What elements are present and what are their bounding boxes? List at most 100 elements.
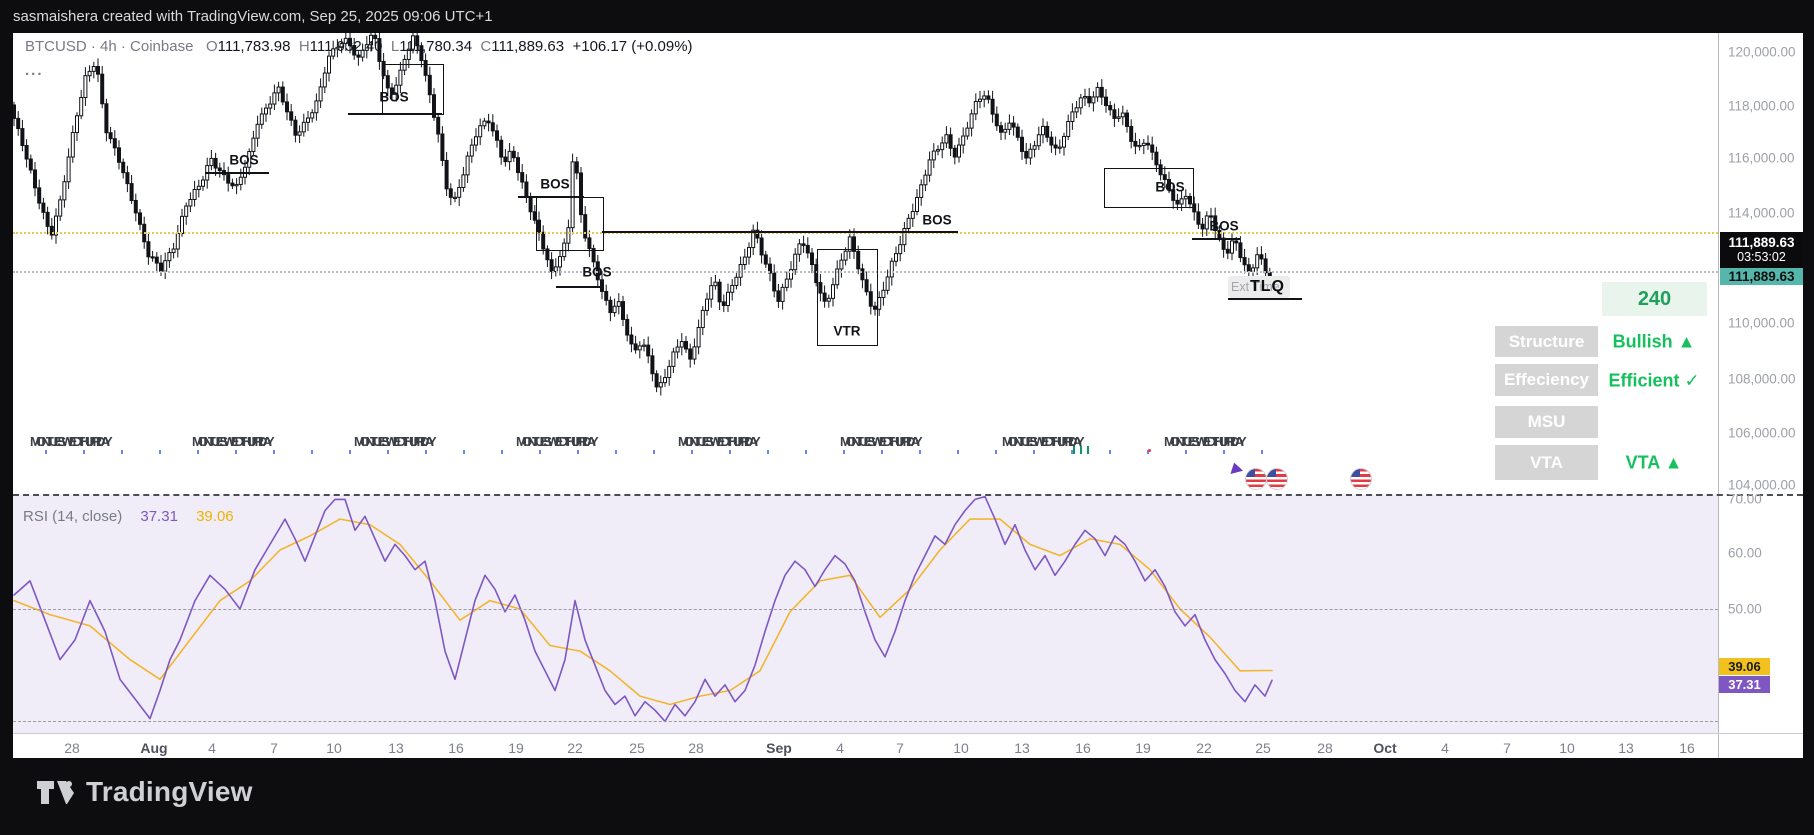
candle-body — [1175, 199, 1180, 205]
time-axis-label[interactable]: 28 — [64, 740, 80, 756]
us-flag-icon — [1266, 468, 1288, 490]
time-axis-label[interactable]: 16 — [1075, 740, 1091, 756]
bos-label: BOS — [540, 176, 570, 192]
candle-body — [650, 355, 655, 375]
candle-body — [948, 134, 953, 149]
candle-body — [1099, 86, 1104, 98]
candle-body — [482, 120, 487, 127]
time-axis-label[interactable]: 19 — [508, 740, 524, 756]
candle-body — [154, 256, 159, 264]
candle-body — [881, 289, 886, 298]
candle-body — [940, 142, 945, 151]
time-axis-label[interactable]: 10 — [326, 740, 342, 756]
tlq-tooltip-background — [1228, 276, 1290, 298]
time-axis-label[interactable]: 25 — [629, 740, 645, 756]
candle-body — [28, 158, 33, 171]
pane-divider-handle[interactable] — [13, 494, 1803, 496]
time-axis-label[interactable]: 22 — [567, 740, 583, 756]
rsi-value: 37.31 — [140, 508, 178, 525]
time-axis-label[interactable]: 22 — [1196, 740, 1212, 756]
symbol-legend[interactable]: BTCUSD · 4h · Coinbase O111,783.98 H111,… — [25, 38, 693, 55]
candle-body — [595, 261, 600, 281]
candle-body — [91, 66, 96, 72]
candle-body — [1137, 144, 1142, 148]
candle-body — [847, 236, 852, 252]
candle-body — [20, 128, 25, 147]
time-axis-label[interactable]: 28 — [688, 740, 704, 756]
candle-body — [45, 211, 50, 227]
tradingview-logo[interactable]: TradingView — [36, 776, 253, 808]
weekday-session-label: MONTUESWEDTHUFRIDAY — [192, 434, 275, 449]
time-axis-label[interactable]: 10 — [953, 740, 969, 756]
candle-body — [1183, 195, 1188, 200]
time-axis-label[interactable]: Sep — [766, 740, 792, 756]
candle-body — [238, 176, 243, 185]
rsi-legend[interactable]: RSI (14, close) 37.31 39.06 — [23, 508, 234, 525]
candle-body — [133, 199, 138, 214]
candle-body — [33, 169, 37, 189]
price-axis-label: 118,000.00 — [1728, 98, 1795, 114]
candle-body — [41, 202, 46, 213]
candle-body — [1116, 116, 1121, 119]
candle-body — [1179, 198, 1184, 205]
panel-row-label: MSU — [1495, 406, 1598, 438]
candle-body — [591, 248, 596, 263]
time-axis-label[interactable]: 16 — [1679, 740, 1695, 756]
session-tick — [83, 450, 85, 454]
candle-body — [511, 150, 516, 159]
session-tick — [121, 450, 123, 454]
candle-body — [780, 286, 785, 302]
candle-body — [213, 157, 218, 169]
candle-body — [436, 116, 441, 135]
time-axis-label[interactable]: 13 — [1014, 740, 1030, 756]
time-axis-label[interactable]: 25 — [1255, 740, 1271, 756]
candle-body — [306, 117, 310, 123]
session-tick — [691, 450, 693, 454]
price-axis-label: 108,000.00 — [1728, 371, 1796, 387]
candle-body — [352, 45, 357, 56]
time-axis-label[interactable]: 13 — [388, 740, 404, 756]
candle-body — [339, 43, 344, 48]
candle-body — [1049, 136, 1054, 146]
time-axis-label[interactable]: 19 — [1135, 740, 1151, 756]
time-axis-border — [13, 733, 1803, 734]
candle-body — [259, 113, 264, 125]
price-axis-label: 116,000.00 — [1728, 150, 1795, 166]
candle-body — [805, 244, 810, 254]
time-axis-label[interactable]: Oct — [1373, 740, 1397, 756]
time-axis-label[interactable]: 28 — [1317, 740, 1333, 756]
rsi-plot[interactable] — [13, 495, 1718, 733]
candle-body — [201, 179, 205, 187]
candle-body — [343, 37, 348, 45]
time-axis-label[interactable]: 7 — [1503, 740, 1511, 756]
session-tick-red — [1148, 449, 1151, 452]
session-tick — [767, 450, 769, 454]
session-tick — [273, 450, 275, 454]
candle-body — [453, 196, 457, 199]
time-axis-label[interactable]: 13 — [1618, 740, 1634, 756]
session-tick — [995, 450, 997, 454]
time-axis-label[interactable]: 7 — [896, 740, 904, 756]
candlestick-chart[interactable] — [13, 33, 1718, 495]
legend-more-icon[interactable]: ... — [25, 62, 44, 79]
candle-body — [1146, 142, 1150, 146]
key-level-line-yellow[interactable] — [13, 232, 1718, 234]
time-axis-label[interactable]: 4 — [836, 740, 844, 756]
candle-body — [524, 181, 529, 198]
candle-body — [83, 75, 88, 99]
time-axis-label[interactable]: 7 — [270, 740, 278, 756]
candle-body — [234, 183, 239, 187]
candle-body — [37, 187, 42, 204]
time-axis-label[interactable]: 4 — [1441, 740, 1449, 756]
time-axis-label[interactable]: Aug — [140, 740, 168, 756]
candle-body — [62, 181, 67, 201]
candle-body — [1087, 96, 1092, 104]
time-axis-label[interactable]: 4 — [208, 740, 216, 756]
time-axis-label[interactable]: 16 — [448, 740, 464, 756]
panel-row-label: VTA — [1495, 445, 1598, 480]
candle-body — [910, 210, 915, 219]
time-axis-label[interactable]: 10 — [1559, 740, 1575, 756]
candle-body — [264, 107, 268, 115]
candle-body — [427, 74, 432, 96]
